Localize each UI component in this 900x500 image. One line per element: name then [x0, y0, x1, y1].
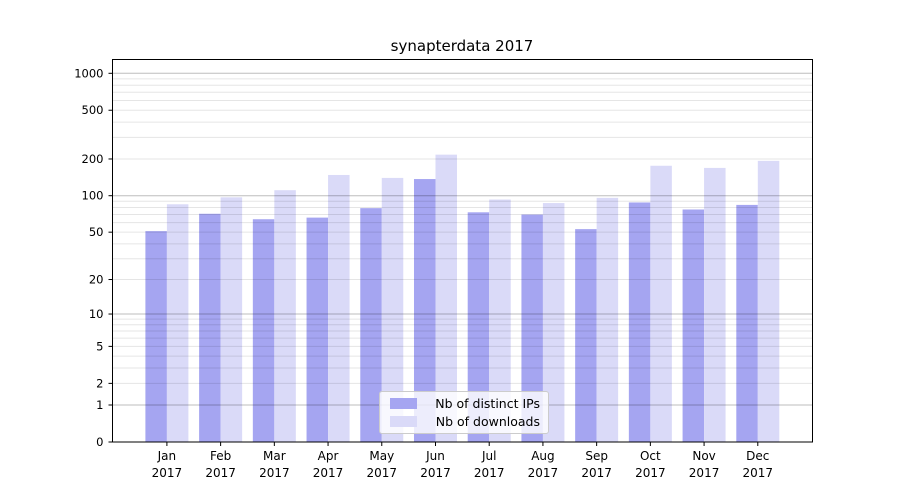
legend-label-downloads: Nb of downloads	[435, 413, 540, 429]
bar-distinct-ips-jun	[413, 179, 436, 442]
plot-border	[112, 59, 813, 443]
x-tick-label-dec: Dec	[746, 449, 769, 463]
y-tick-label-100: 100	[82, 189, 104, 203]
y-tick-label-1: 1	[96, 398, 103, 412]
x-tick-label-year-jun: 2017	[420, 466, 451, 480]
bar-downloads-oct	[650, 165, 672, 443]
x-tick-label-year-dec: 2017	[743, 466, 774, 480]
bar-downloads-mar	[274, 190, 296, 442]
y-tick-label-200: 200	[82, 152, 104, 166]
legend-swatch-downloads-icon	[390, 415, 417, 427]
bar-downloads-aug	[542, 203, 565, 442]
y-tick-label-20: 20	[89, 273, 104, 287]
bar-downloads-dec	[757, 160, 780, 442]
legend-swatch-distinct-ips-icon	[390, 398, 417, 410]
x-tick-label-year-apr: 2017	[313, 466, 344, 480]
bar-downloads-feb	[220, 197, 243, 442]
x-tick-label-year-nov: 2017	[689, 466, 720, 480]
y-tick-label-1000: 1000	[74, 66, 103, 80]
y-tick-label-5: 5	[96, 339, 103, 353]
y-tick-label-0: 0	[96, 435, 103, 449]
x-tick-label-year-jan: 2017	[152, 466, 183, 480]
bar-distinct-ips-apr	[306, 217, 329, 442]
bar-downloads-jan	[166, 204, 189, 442]
x-tick-label-mar: Mar	[263, 449, 286, 463]
bar-distinct-ips-mar	[252, 219, 275, 442]
bar-distinct-ips-jan	[145, 231, 167, 442]
bar-downloads-sep	[596, 197, 619, 442]
bar-distinct-ips-nov	[682, 209, 705, 442]
x-tick-label-year-aug: 2017	[528, 466, 559, 480]
bar-distinct-ips-dec	[736, 204, 758, 442]
x-tick-label-nov: Nov	[692, 449, 715, 463]
x-tick-label-year-oct: 2017	[635, 466, 666, 480]
x-tick-label-aug: Aug	[531, 449, 554, 463]
x-tick-label-jul: Jul	[481, 449, 496, 463]
x-tick-label-jan: Jan	[157, 449, 177, 463]
chart-title: synapterdata 2017	[390, 37, 534, 55]
x-tick-label-sep: Sep	[585, 449, 608, 463]
x-tick-label-oct: Oct	[640, 449, 661, 463]
bar-distinct-ips-aug	[521, 214, 543, 442]
y-tick-label-10: 10	[89, 307, 104, 321]
x-tick-label-year-sep: 2017	[581, 466, 612, 480]
x-tick-label-year-mar: 2017	[259, 466, 290, 480]
legend-item-distinct-ips: Nb of distinct IPs	[390, 396, 540, 411]
bar-distinct-ips-feb	[199, 213, 221, 442]
bar-distinct-ips-oct	[628, 202, 651, 442]
x-tick-label-jun: Jun	[425, 449, 445, 463]
bar-downloads-apr	[328, 174, 350, 442]
x-tick-label-apr: Apr	[318, 449, 339, 463]
y-tick-label-2: 2	[96, 376, 103, 390]
x-tick-label-feb: Feb	[210, 449, 231, 463]
y-tick-label-50: 50	[89, 225, 104, 239]
bar-distinct-ips-sep	[575, 229, 597, 442]
bar-downloads-may	[381, 177, 404, 443]
x-tick-label-year-may: 2017	[366, 466, 397, 480]
bar-downloads-jul	[489, 199, 511, 442]
bar-downloads-jun	[435, 154, 457, 443]
y-tick-label-500: 500	[82, 103, 104, 117]
bar-distinct-ips-jul	[467, 212, 490, 442]
legend-item-downloads: Nb of downloads	[390, 414, 540, 429]
x-tick-label-year-feb: 2017	[205, 466, 236, 480]
legend-label-distinct-ips: Nb of distinct IPs	[435, 396, 540, 412]
legend: Nb of distinct IPs Nb of downloads	[379, 391, 549, 434]
x-tick-label-may: May	[369, 449, 394, 463]
bar-downloads-nov	[704, 167, 726, 442]
bar-distinct-ips-may	[360, 208, 382, 442]
x-tick-label-year-jul: 2017	[474, 466, 505, 480]
